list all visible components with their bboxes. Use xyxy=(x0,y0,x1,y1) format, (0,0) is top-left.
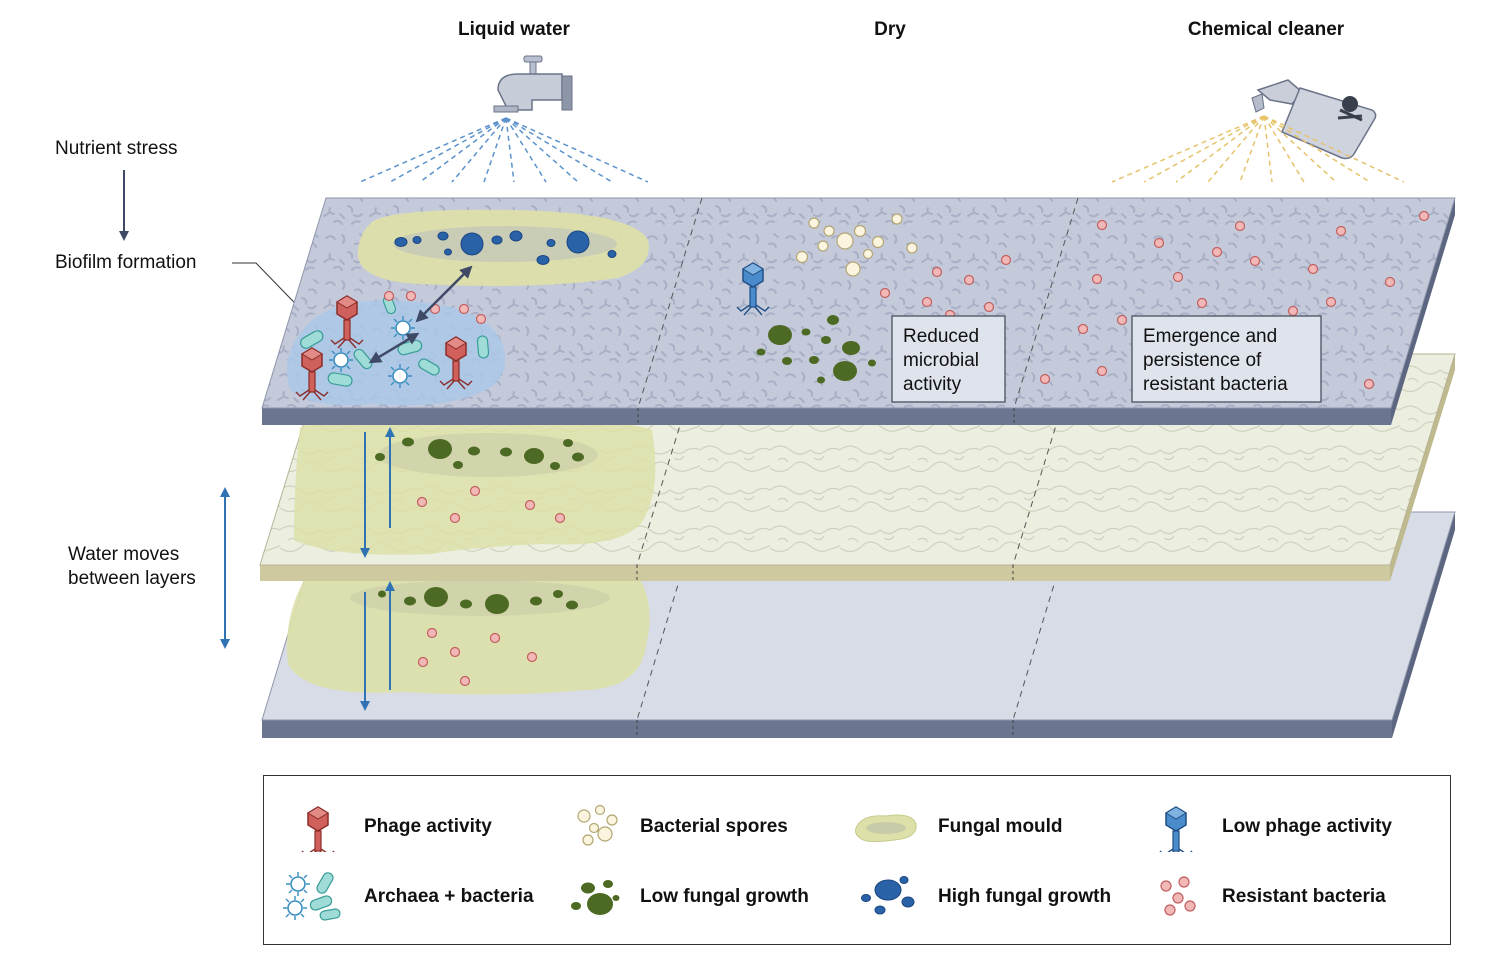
legend-item-bacterial-spores: Bacterial spores xyxy=(574,802,788,852)
callout-dry: Reduced microbial activity xyxy=(891,315,1006,403)
label-water-moves-line1: Water moves xyxy=(68,544,179,565)
legend-item-low-fungal-growth: Low fungal growth xyxy=(568,872,809,922)
callout-dry-line1: Reduced xyxy=(903,326,979,347)
label-biofilm-formation: Biofilm formation xyxy=(55,252,197,273)
low-fungal-growth-icon xyxy=(571,880,620,915)
chemical-spray xyxy=(1111,115,1405,183)
callout-chemical: Emergence and persistence of resistant b… xyxy=(1131,315,1322,403)
water-spray xyxy=(359,117,649,183)
resistant-bacteria-icon xyxy=(1160,876,1196,916)
legend-item-resistant-bacteria: Resistant bacteria xyxy=(1156,872,1386,922)
legend-item-low-phage-activity: Low phage activity xyxy=(1150,802,1392,852)
legend-label-fungal-mould: Fungal mould xyxy=(938,816,1063,837)
legend-item-fungal-mould: Fungal mould xyxy=(852,802,1063,852)
legend-label-bacterial-spores: Bacterial spores xyxy=(640,816,788,837)
high-fungal-growth-icon xyxy=(861,876,915,915)
phage-activity-icon xyxy=(301,806,335,852)
legend: Phage activity Bacterial spores Fungal m… xyxy=(263,775,1451,945)
callout-chem-line3: resistant bacteria xyxy=(1143,374,1288,395)
legend-label-high-fungal-growth: High fungal growth xyxy=(938,886,1112,907)
legend-label-low-fungal-growth: Low fungal growth xyxy=(640,886,809,907)
bacterial-spores-icon xyxy=(577,804,618,846)
archaea-bacteria-icon xyxy=(282,872,341,921)
column-title-dry: Dry xyxy=(874,19,906,40)
callout-dry-line2: microbial xyxy=(903,350,979,371)
legend-item-high-fungal-growth: High fungal growth xyxy=(858,872,1111,922)
faucet-icon xyxy=(493,55,573,113)
spray-bottle-icon xyxy=(1251,79,1377,160)
callout-dry-line3: activity xyxy=(903,374,962,395)
callout-chem-line2: persistence of xyxy=(1143,350,1262,371)
legend-item-phage-activity: Phage activity xyxy=(292,802,492,852)
low-phage-activity-icon xyxy=(1159,806,1193,852)
legend-label-phage-activity: Phage activity xyxy=(364,816,492,837)
legend-item-archaea-bacteria: Archaea + bacteria xyxy=(282,872,534,922)
layer-water-arrows xyxy=(360,427,395,711)
callout-chem-line1: Emergence and xyxy=(1143,326,1277,347)
column-title-liquid-water: Liquid water xyxy=(458,19,571,40)
legend-label-resistant-bacteria: Resistant bacteria xyxy=(1222,886,1386,907)
legend-label-archaea-bacteria: Archaea + bacteria xyxy=(364,886,534,907)
legend-label-low-phage-activity: Low phage activity xyxy=(1222,816,1392,837)
fungal-mould-icon xyxy=(855,814,917,843)
label-water-moves-line2: between layers xyxy=(68,568,196,589)
column-title-chemical-cleaner: Chemical cleaner xyxy=(1188,19,1345,40)
label-nutrient-stress: Nutrient stress xyxy=(55,138,177,159)
